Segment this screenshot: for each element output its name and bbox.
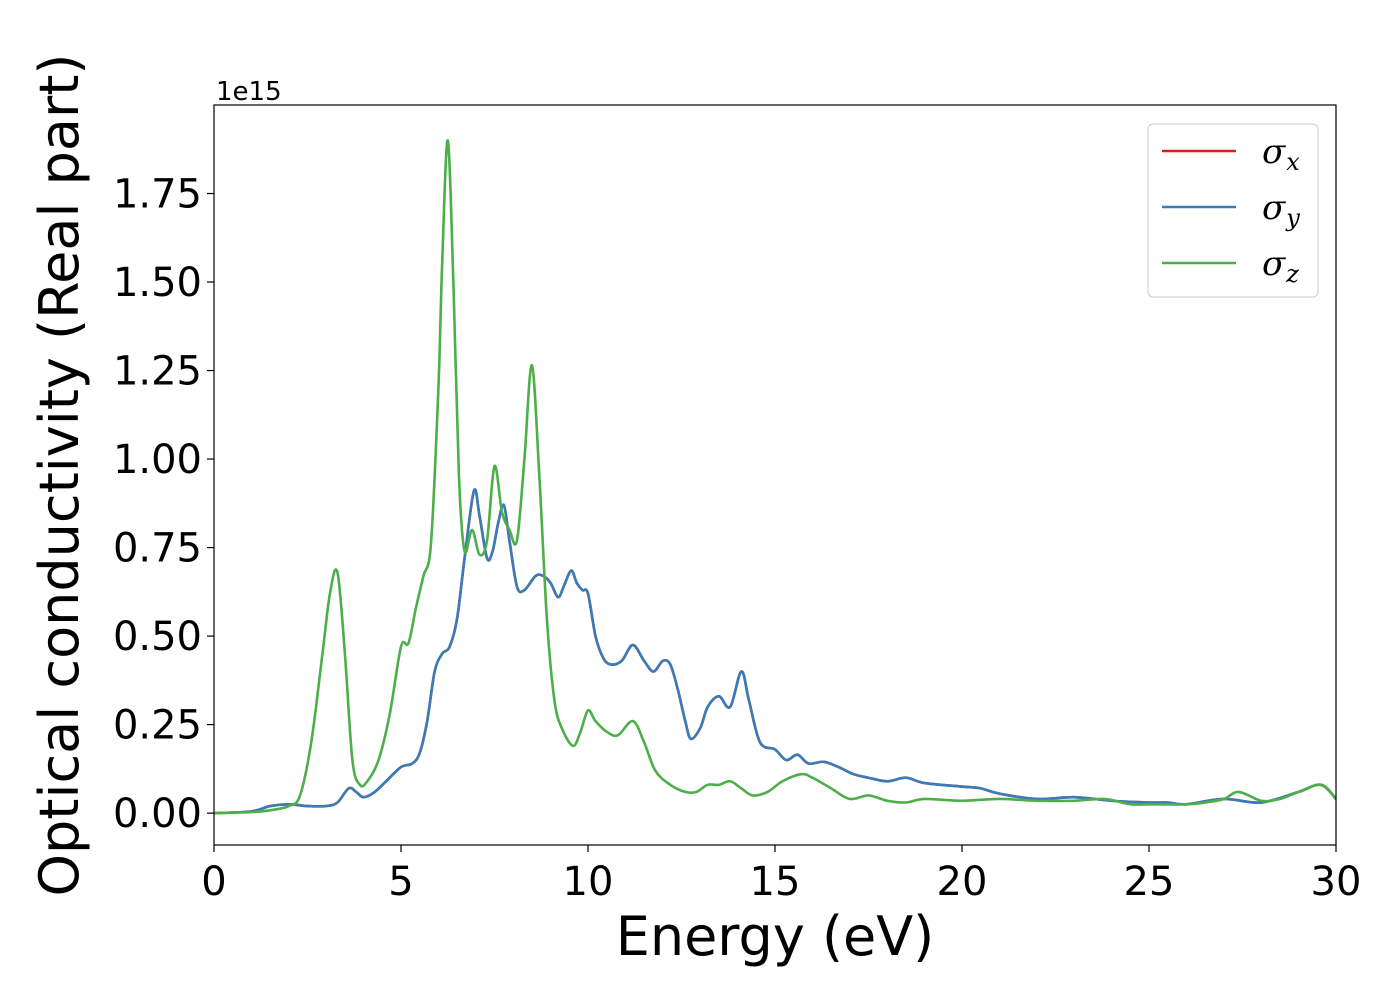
series-line--z <box>214 139 1336 815</box>
x-tick-label: 15 <box>750 859 801 905</box>
x-tick-label: 0 <box>201 859 226 905</box>
legend-label-sigma-x: σx <box>1262 132 1300 176</box>
y-tick-label: 0.75 <box>113 526 202 572</box>
y-tick-label: 1.00 <box>113 437 202 483</box>
plot-lines <box>214 139 1336 815</box>
x-axis-label: Energy (eV) <box>616 905 935 968</box>
y-axis: 0.00 0.25 0.50 0.75 1.00 1.25 1.50 1.75 <box>113 172 214 837</box>
y-offset-label: 1e15 <box>216 77 282 107</box>
x-tick-label: 20 <box>937 859 988 905</box>
legend-label-sigma-z: σz <box>1262 244 1299 288</box>
y-tick-label: 1.50 <box>113 260 202 306</box>
x-tick-label: 5 <box>388 859 413 905</box>
series-line--x <box>214 488 1336 815</box>
y-tick-label: 1.75 <box>113 172 202 218</box>
x-tick-label: 25 <box>1124 859 1175 905</box>
x-tick-label: 30 <box>1311 859 1362 905</box>
y-tick-label: 0.25 <box>113 703 202 749</box>
legend: σx σy σz <box>1147 123 1319 298</box>
legend-frame <box>1147 123 1319 298</box>
x-tick-label: 10 <box>563 859 614 905</box>
legend-label-sigma-y: σy <box>1262 188 1300 232</box>
y-axis-label: Optical conductivity (Real part) <box>28 54 91 897</box>
y-tick-label: 0.00 <box>113 791 202 837</box>
y-tick-label: 0.50 <box>113 614 202 660</box>
series-line--y <box>214 488 1336 815</box>
y-tick-label: 1.25 <box>113 349 202 395</box>
x-axis: 0 5 10 15 20 25 30 <box>201 845 1361 905</box>
